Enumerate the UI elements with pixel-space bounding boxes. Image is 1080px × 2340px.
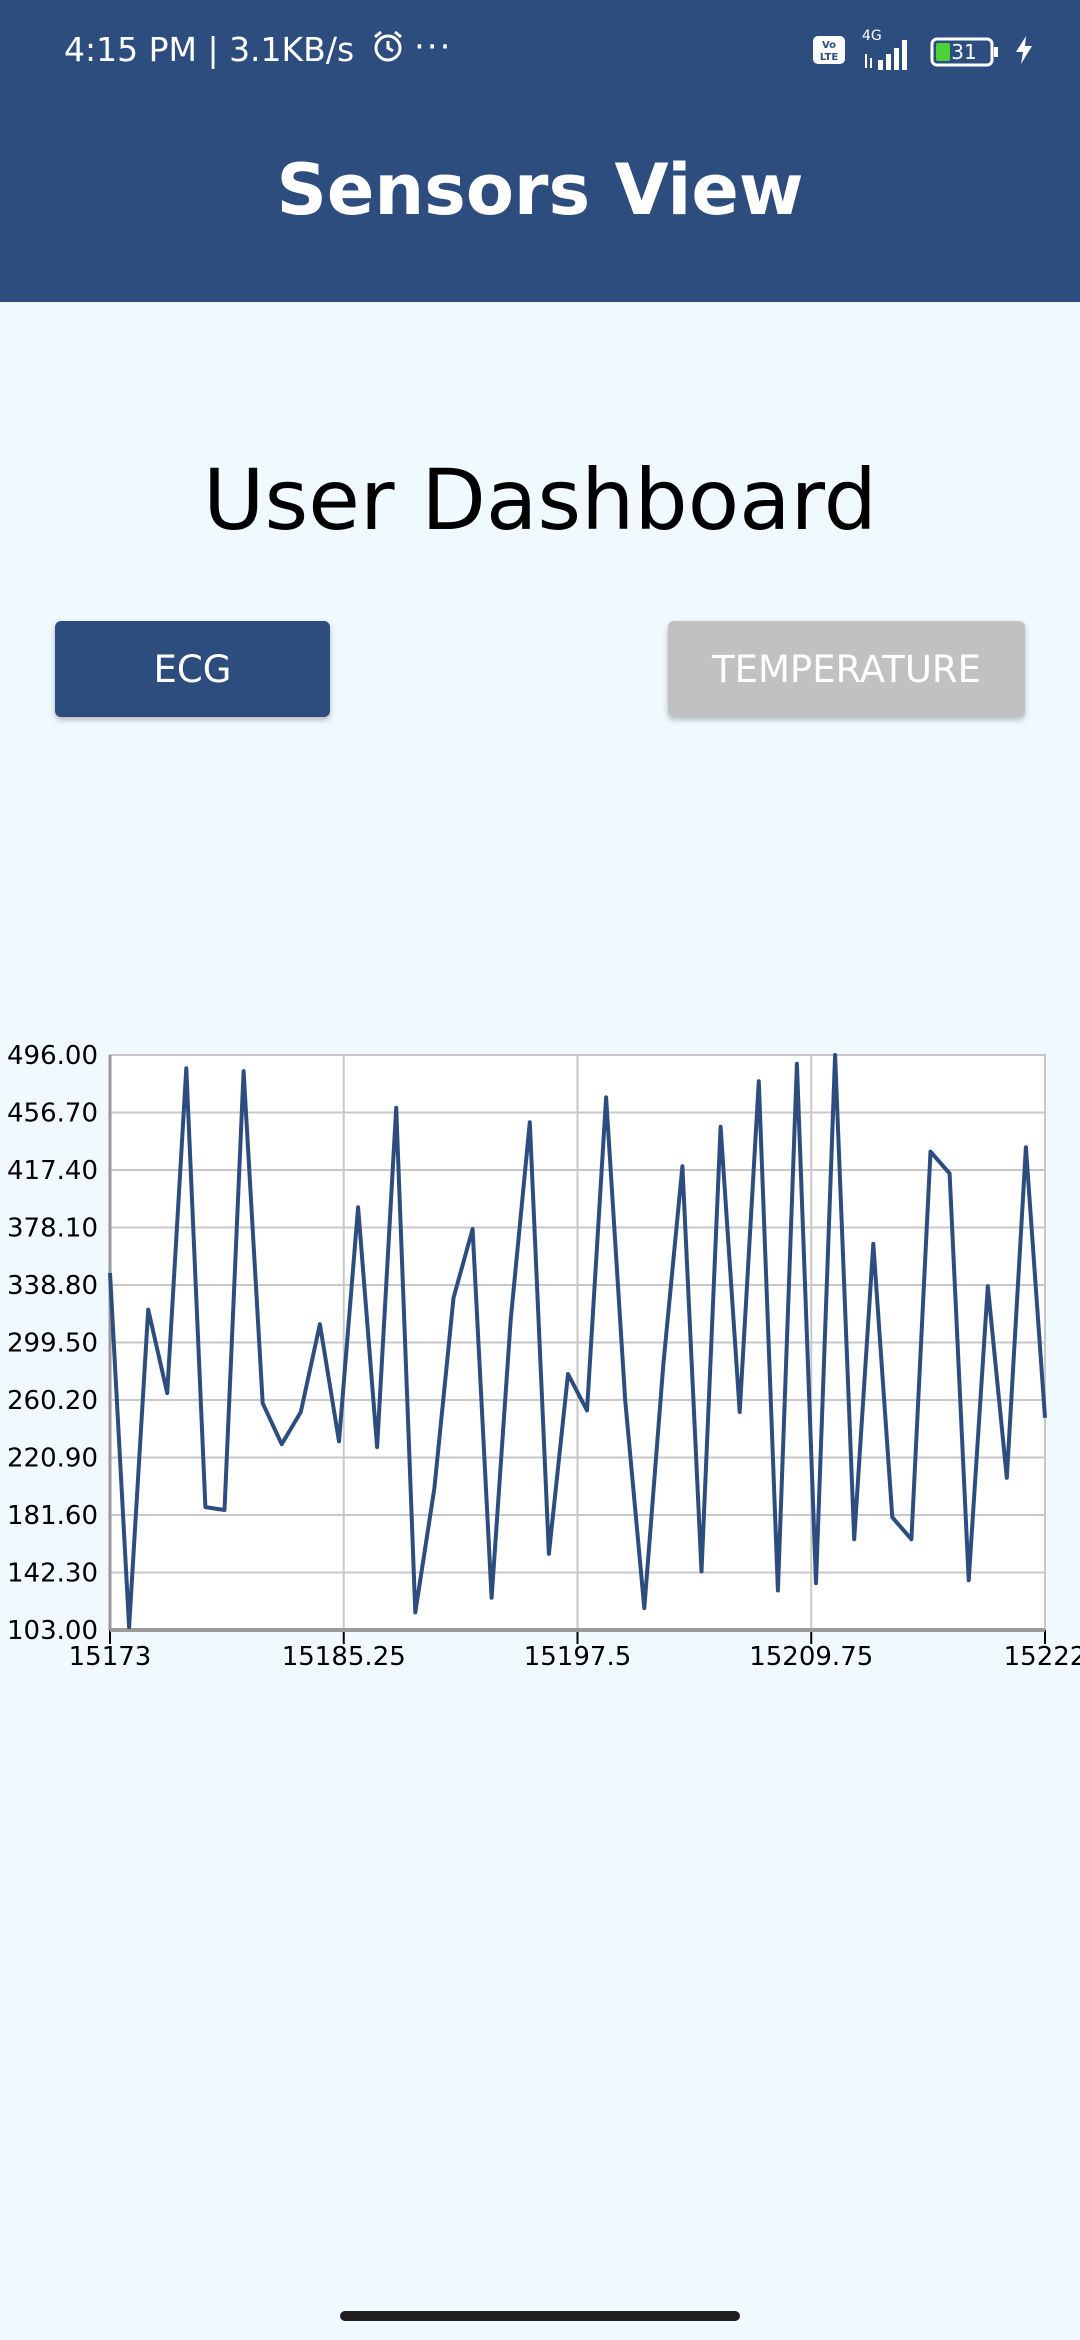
x-tick-label: 15222 (1004, 1642, 1080, 1670)
status-time: 4:15 PM | 3.1KB/s (64, 24, 405, 76)
y-tick-label: 103.00 (7, 1616, 98, 1646)
ecg-button[interactable]: ECG (55, 621, 330, 717)
home-indicator[interactable] (340, 2311, 740, 2321)
y-tick-label: 299.50 (7, 1329, 98, 1359)
battery-icon: 31 (930, 37, 1000, 67)
y-tick-label: 220.90 (7, 1444, 98, 1474)
more-notifications-icon: ··· (414, 27, 453, 67)
y-tick-label: 496.00 (7, 1041, 98, 1071)
x-tick-label: 15209.75 (749, 1642, 873, 1670)
y-tick-label: 417.40 (7, 1156, 98, 1186)
battery-level: 31 (951, 40, 977, 64)
y-tick-label: 338.80 (7, 1271, 98, 1301)
y-tick-label: 456.70 (7, 1099, 98, 1129)
charging-icon (1014, 35, 1034, 69)
ecg-chart: 496.00 456.70 417.40 378.10 338.80 299.50 260.… (7, 1041, 1080, 1670)
svg-text:Vo: Vo (822, 40, 836, 51)
app-title: Sensors View (276, 149, 804, 231)
signal-icon: 4G (860, 28, 916, 72)
page-title: User Dashboard (203, 451, 877, 549)
y-tick-label: 181.60 (7, 1501, 98, 1531)
y-tick-label: 378.10 (7, 1214, 98, 1244)
status-icons: Vo LTE 4G 31 (812, 28, 1034, 72)
ecg-series-line (108, 1053, 1047, 1630)
alarm-icon (371, 26, 405, 78)
network-type: 4G (862, 28, 882, 44)
x-tick-label: 15185.25 (282, 1642, 406, 1670)
y-tick-label: 260.20 (7, 1386, 98, 1416)
x-tick-label: 15197.5 (524, 1642, 632, 1670)
status-time-text: 4:15 PM | 3.1KB/s (64, 30, 355, 69)
temperature-button[interactable]: TEMPERATURE (668, 621, 1025, 717)
x-tick-label: 15173 (69, 1642, 152, 1670)
y-tick-label: 142.30 (7, 1559, 98, 1589)
volte-icon: Vo LTE (812, 35, 846, 69)
svg-text:LTE: LTE (820, 52, 839, 63)
app-bar: 4:15 PM | 3.1KB/s ··· Vo LTE 4G 31 Sensor… (0, 0, 1080, 302)
